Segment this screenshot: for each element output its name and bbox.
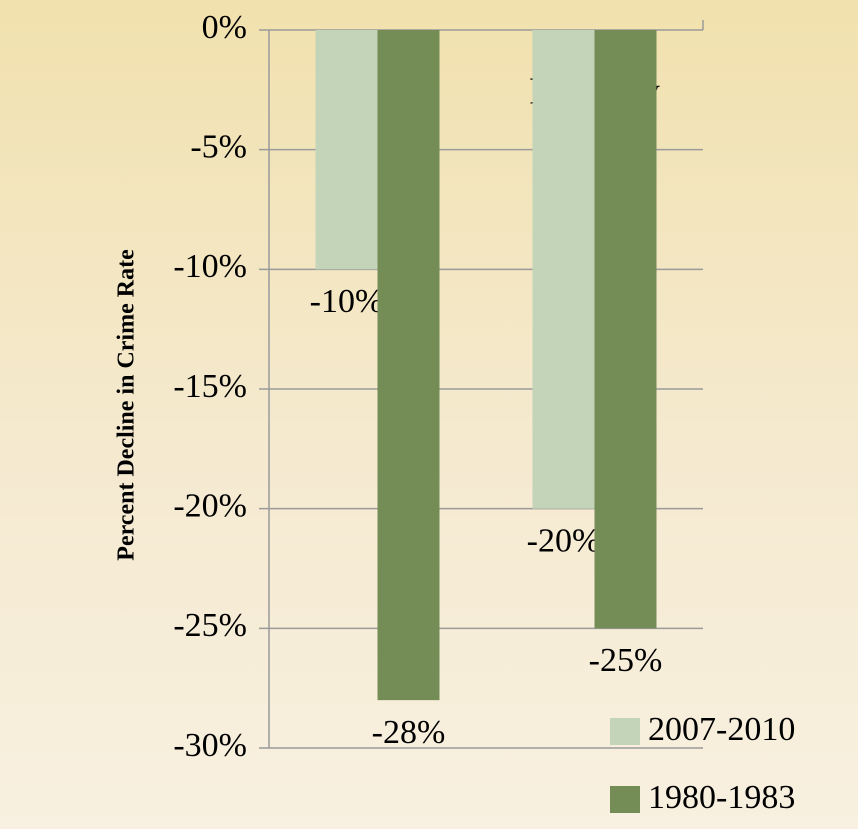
y-tick-label: -5% xyxy=(190,128,247,165)
bar xyxy=(594,30,657,629)
data-label: -25% xyxy=(589,642,663,679)
y-axis-title: Percent Decline in Crime Rate xyxy=(114,249,140,561)
legend-swatch xyxy=(610,718,640,745)
data-label: -10% xyxy=(310,283,384,320)
data-label: -28% xyxy=(372,714,446,751)
data-label: -20% xyxy=(527,522,601,559)
y-tick-label: 0% xyxy=(202,9,247,46)
bar xyxy=(532,30,595,509)
bar xyxy=(315,30,378,270)
y-tick-label: -30% xyxy=(173,727,247,764)
legend-label: 2007-2010 xyxy=(648,711,795,748)
y-tick-label: -15% xyxy=(173,368,247,405)
y-tick-label: -10% xyxy=(173,248,247,285)
bar xyxy=(377,30,440,701)
y-tick-label: -25% xyxy=(173,607,247,644)
legend-swatch xyxy=(610,786,640,813)
y-tick-label: -20% xyxy=(173,487,247,524)
legend-label: 1980-1983 xyxy=(648,779,795,816)
